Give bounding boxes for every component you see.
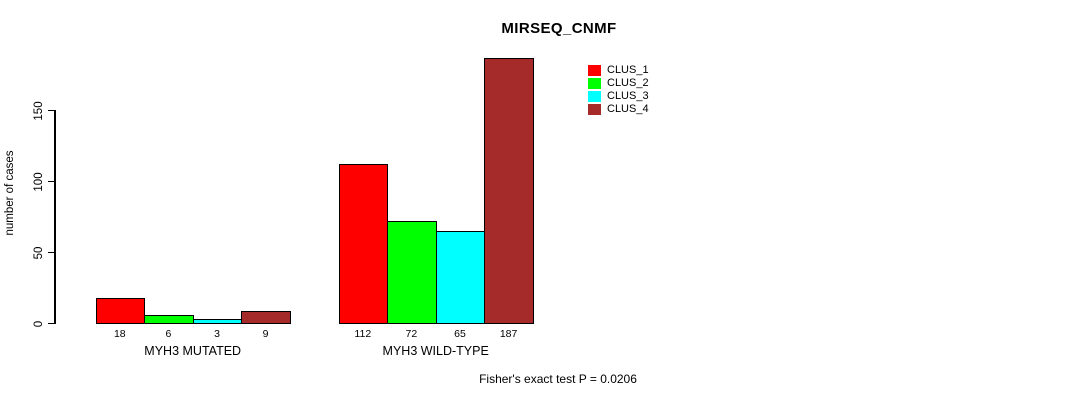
legend-swatch-clus_3: [588, 91, 601, 102]
y-axis-label: number of cases: [4, 150, 16, 236]
bar-value-label: 6: [165, 328, 172, 340]
bar-value-label: 112: [354, 328, 372, 340]
bar-value-label: 9: [262, 328, 269, 340]
y-axis-tick-label: 0: [33, 320, 45, 327]
legend-swatch-clus_4: [588, 104, 601, 115]
bar-clus_4-myh3-mutated: [241, 310, 291, 325]
y-axis-tick: [48, 251, 55, 254]
y-axis-tick: [48, 322, 55, 325]
group-label: MYH3 MUTATED: [144, 344, 242, 358]
y-axis-tick-label: 100: [33, 171, 45, 192]
bar-value-label: 3: [214, 328, 220, 340]
bar-clus_2-myh3-mutated: [144, 314, 194, 325]
y-axis-line: [54, 109, 56, 325]
bar-clus_4-myh3-wild-type: [484, 57, 534, 325]
legend-label: CLUS_2: [607, 77, 649, 89]
legend-label: CLUS_4: [607, 103, 649, 115]
bar-value-label: 18: [113, 328, 126, 340]
bar-clus_3-myh3-mutated: [192, 319, 243, 325]
footer-annotation: Fisher's exact test P = 0.0206: [479, 372, 637, 386]
legend-label: CLUS_1: [607, 64, 649, 76]
y-axis-tick-label: 50: [33, 246, 45, 259]
y-axis-tick: [48, 109, 55, 112]
chart-title: MIRSEQ_CNMF: [501, 20, 617, 37]
legend: CLUS_1 CLUS_2 CLUS_3 CLUS_4: [588, 64, 649, 116]
bar-clus_3-myh3-wild-type: [435, 231, 486, 325]
bar-value-label: 72: [405, 328, 418, 340]
bar-value-label: 65: [454, 328, 466, 340]
legend-swatch-clus_2: [588, 78, 601, 89]
legend-entry-clus_2: CLUS_2: [588, 77, 649, 90]
legend-entry-clus_4: CLUS_4: [588, 103, 649, 116]
legend-entry-clus_1: CLUS_1: [588, 64, 649, 77]
legend-entry-clus_3: CLUS_3: [588, 90, 649, 103]
y-axis-tick: [48, 180, 55, 183]
bar-clus_1-myh3-wild-type: [338, 164, 389, 325]
bar-clus_1-myh3-mutated: [95, 297, 146, 325]
group-label: MYH3 WILD-TYPE: [382, 344, 489, 358]
legend-swatch-clus_1: [588, 65, 601, 76]
bar-value-label: 187: [499, 328, 518, 340]
legend-label: CLUS_3: [607, 90, 649, 102]
bar-clus_2-myh3-wild-type: [387, 221, 437, 325]
y-axis-tick-label: 150: [33, 100, 45, 121]
